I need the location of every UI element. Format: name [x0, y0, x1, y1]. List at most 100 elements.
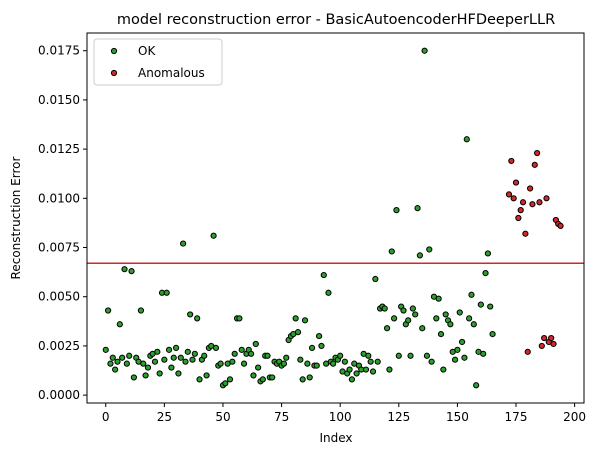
ok-point	[172, 344, 180, 351]
ok-point	[194, 315, 201, 322]
ok-point	[140, 360, 147, 367]
ok-point	[426, 246, 433, 253]
y-tick-label: 0.0150	[38, 93, 80, 107]
legend-marker-anomalous	[110, 69, 118, 77]
ok-point	[466, 315, 473, 322]
ok-point	[301, 317, 309, 324]
ok-point	[482, 270, 489, 277]
anomalous-point	[505, 191, 513, 198]
ok-point	[400, 307, 407, 314]
y-axis: 0.0000 0.0025 0.0050 0.0075 0.0100 0.0125 0.01…	[38, 44, 87, 402]
ok-point	[407, 352, 414, 359]
ok-point	[487, 303, 494, 310]
ok-point	[304, 360, 311, 367]
anomalous-point	[557, 222, 564, 229]
y-tick-label: 0.0125	[38, 142, 80, 156]
ok-point	[416, 252, 423, 259]
ok-point	[128, 268, 135, 275]
anomalous-point	[512, 179, 520, 186]
ok-point	[447, 321, 454, 328]
ok-point	[212, 344, 220, 351]
ok-point	[240, 360, 248, 367]
ok-point	[130, 374, 137, 381]
ok-point	[252, 340, 259, 348]
ok-point	[477, 301, 484, 308]
ok-point	[294, 329, 302, 336]
ok-point	[468, 291, 475, 298]
ok-point	[231, 350, 238, 357]
ok-point	[489, 331, 496, 338]
legend: OK Anomalous	[93, 38, 223, 86]
ok-point	[433, 315, 440, 322]
anomalous-point	[536, 199, 543, 206]
ok-point	[156, 370, 163, 377]
ok-point	[369, 368, 377, 375]
x-tick-label: 200	[563, 410, 586, 424]
ok-point	[107, 360, 114, 367]
ok-point	[264, 352, 271, 359]
ok-point	[480, 350, 487, 357]
ok-point	[250, 372, 257, 379]
ok-point	[255, 364, 262, 371]
ok-point	[175, 370, 182, 377]
data-points	[102, 47, 564, 389]
ok-point	[112, 366, 119, 373]
ok-point	[259, 376, 266, 383]
ok-point	[121, 266, 128, 273]
ok-point	[393, 207, 400, 214]
ok-point	[180, 240, 187, 247]
x-axis-label: Index	[319, 431, 352, 445]
ok-point	[104, 307, 112, 314]
ok-point	[203, 372, 210, 379]
ok-point	[116, 321, 123, 328]
ok-point	[177, 354, 184, 361]
ok-point	[372, 275, 379, 283]
ok-point	[320, 271, 327, 279]
ok-point	[381, 305, 388, 312]
ok-point	[165, 346, 173, 353]
y-tick-label: 0.0100	[38, 191, 80, 205]
ok-point	[440, 366, 447, 373]
ok-point	[458, 338, 466, 346]
ok-point	[114, 358, 121, 365]
ok-point	[463, 136, 470, 143]
ok-point	[423, 352, 431, 359]
anomalous-point	[541, 334, 548, 342]
ok-point	[428, 358, 435, 365]
ok-point	[210, 232, 217, 239]
x-tick-label: 0	[102, 410, 110, 424]
ok-point	[248, 350, 255, 357]
ok-point	[374, 358, 381, 365]
ok-point	[191, 350, 198, 357]
anomalous-point	[510, 195, 517, 202]
ok-point	[353, 370, 360, 377]
anomalous-point	[543, 195, 550, 202]
ok-point	[365, 352, 372, 359]
anomalous-point	[517, 207, 524, 214]
anomalous-point	[529, 201, 536, 208]
anomalous-point	[531, 161, 538, 168]
ok-point	[383, 325, 391, 332]
ok-point	[226, 376, 234, 383]
y-tick-label: 0.0025	[38, 339, 80, 353]
ok-point	[119, 354, 126, 361]
x-tick-label: 75	[274, 410, 289, 424]
ok-point	[299, 376, 306, 383]
anomalous-point	[534, 149, 541, 157]
ok-point	[236, 315, 243, 322]
ok-point	[217, 360, 224, 367]
ok-point	[187, 311, 194, 318]
ok-point	[137, 307, 145, 314]
ok-point	[388, 248, 395, 255]
ok-point	[201, 352, 208, 359]
ok-point	[315, 332, 323, 340]
ok-point	[337, 352, 344, 359]
x-tick-label: 150	[446, 410, 469, 424]
y-tick-label: 0.0050	[38, 290, 80, 304]
ok-point	[362, 366, 370, 373]
anomalous-point	[538, 342, 545, 350]
ok-point	[341, 358, 348, 365]
ok-point	[154, 348, 161, 355]
x-tick-label: 125	[387, 410, 410, 424]
ok-point	[395, 352, 402, 359]
